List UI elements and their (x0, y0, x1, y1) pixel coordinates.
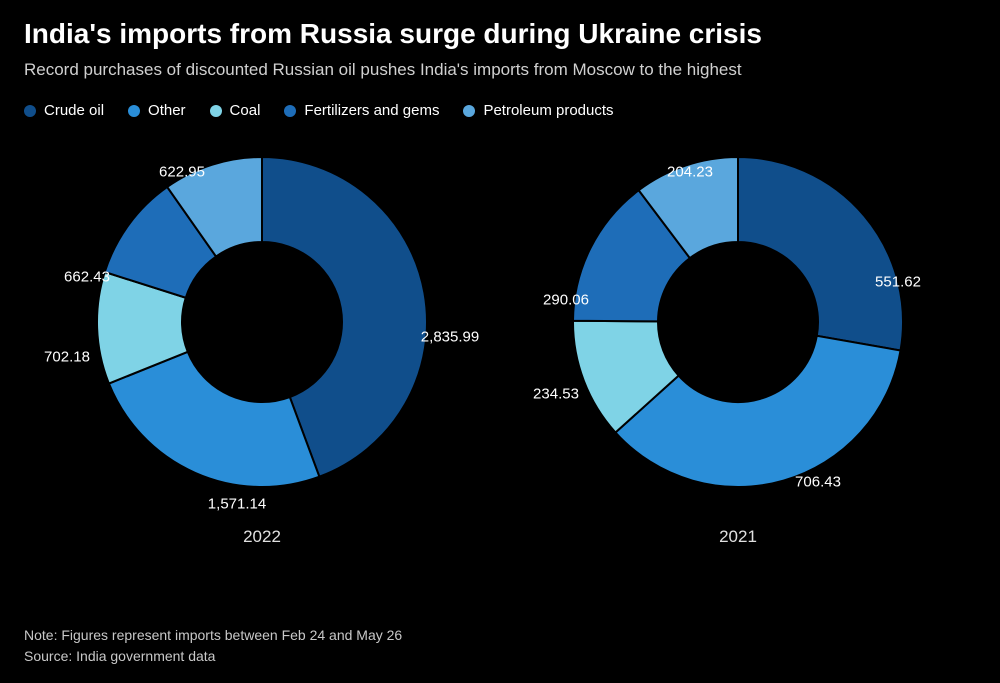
slice-value-label: 2,835.99 (421, 329, 479, 346)
legend-item: Petroleum products (463, 102, 613, 119)
legend-label: Fertilizers and gems (304, 102, 439, 119)
legend-swatch (463, 105, 475, 117)
slice-value-label: 622.95 (159, 164, 205, 181)
legend-item: Coal (210, 102, 261, 119)
legend-label: Other (148, 102, 186, 119)
legend-swatch (24, 105, 36, 117)
charts-row: 2,835.991,571.14702.18662.43622.95202255… (24, 137, 976, 547)
slice-value-label: 1,571.14 (208, 496, 266, 513)
footnote-source: Source: India government data (24, 646, 402, 667)
chart-year-label: 2022 (243, 527, 281, 547)
legend-swatch (128, 105, 140, 117)
legend-label: Coal (230, 102, 261, 119)
legend: Crude oil Other Coal Fertilizers and gems Pe… (24, 102, 976, 119)
slice-value-label: 234.53 (533, 386, 579, 403)
donut-slice-crude_oil (738, 157, 903, 351)
chart-wrap: 551.62706.43234.53290.06204.232021 (553, 137, 923, 547)
slice-value-label: 204.23 (667, 164, 713, 181)
footnotes: Note: Figures represent imports between … (24, 625, 402, 667)
chart-subtitle: Record purchases of discounted Russian o… (24, 60, 976, 80)
donut-slice-other (109, 352, 319, 487)
legend-item: Fertilizers and gems (284, 102, 439, 119)
slice-value-label: 662.43 (64, 269, 110, 286)
chart-wrap: 2,835.991,571.14702.18662.43622.95 2022 (77, 137, 447, 547)
slice-value-label: 290.06 (543, 292, 589, 309)
legend-label: Crude oil (44, 102, 104, 119)
legend-label: Petroleum products (483, 102, 613, 119)
legend-swatch (210, 105, 222, 117)
legend-item: Other (128, 102, 186, 119)
donut-chart: 2,835.991,571.14702.18662.43622.95 (77, 137, 447, 507)
slice-value-label: 706.43 (795, 474, 841, 491)
slice-value-label: 551.62 (875, 274, 921, 291)
slice-value-label: 702.18 (44, 349, 90, 366)
chart-title: India's imports from Russia surge during… (24, 18, 976, 50)
donut-chart: 551.62706.43234.53290.06204.23 (553, 137, 923, 507)
legend-swatch (284, 105, 296, 117)
footnote-note: Note: Figures represent imports between … (24, 625, 402, 646)
legend-item: Crude oil (24, 102, 104, 119)
chart-year-label: 2021 (719, 527, 757, 547)
